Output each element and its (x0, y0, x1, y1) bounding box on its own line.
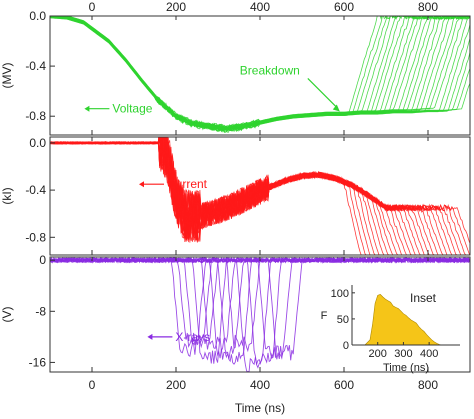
current-trace-25 (50, 137, 470, 243)
series-group-voltage (50, 16, 470, 134)
xray-trace-11 (50, 257, 470, 361)
annotations-current: Current (139, 177, 208, 191)
ytick-label-voltage-2: -0.8 (25, 109, 46, 123)
top-xtick-label-2: 400 (250, 0, 270, 14)
inset: 0 50 100 200 300 400 Inset F Time (ns) (316, 277, 468, 374)
inset-ytick-label-2: 100 (331, 288, 349, 300)
panel-voltage: 0.0 -0.4 -0.8 (MV) Voltage Breakdown (0, 9, 471, 136)
inset-xtick-label-1: 300 (394, 348, 412, 360)
ylabel-xrays: (V) (0, 307, 14, 323)
inset-xtick-label-2: 400 (420, 348, 438, 360)
inset-xtick-label-0: 200 (369, 348, 387, 360)
xtick-label-1: 200 (166, 378, 186, 392)
voltage-trace-19 (66, 16, 470, 131)
ytick-label-xrays-0: 0 (39, 253, 46, 267)
xtick-label-4: 800 (418, 378, 438, 392)
panel-current: 0.0 -0.4 -0.8 (kI) Current (0, 136, 471, 256)
xtick-label-2: 400 (250, 378, 270, 392)
ylabel-current: (kI) (0, 187, 14, 204)
annotation-arrowhead-current-0 (139, 181, 144, 188)
bottom-x-axis: 0 200 400 600 800 Time (ns) (89, 378, 439, 415)
inset-area (364, 294, 443, 346)
annotation-arrowhead-voltage-1 (332, 104, 340, 112)
ytick-label-voltage-0: 0.0 (29, 9, 46, 23)
top-xtick-label-0: 0 (89, 0, 96, 14)
ytick-label-current-2: -0.8 (25, 230, 46, 244)
ytick-label-current-1: -0.4 (25, 183, 46, 197)
annotation-current-0: Current (167, 177, 208, 191)
inset-ytick-label-1: 50 (337, 314, 349, 326)
annotation-voltage-0: Voltage (112, 102, 152, 116)
inset-title: Inset (410, 291, 437, 305)
xtick-label-3: 600 (334, 378, 354, 392)
inset-xlabel: Time (ns) (383, 362, 429, 374)
voltage-trace-25 (50, 16, 470, 131)
annotations-voltage: Voltage Breakdown (84, 63, 340, 116)
ytick-label-voltage-1: -0.4 (25, 59, 46, 73)
voltage-trace-22 (50, 17, 470, 133)
top-x-axis: 0 200 400 600 800 (89, 0, 439, 14)
inset-ytick-label-0: 0 (343, 340, 349, 352)
annotation-arrow-voltage-1 (307, 78, 339, 109)
x-axis-label: Time (ns) (235, 401, 285, 415)
annotation-arrowhead-voltage-0 (84, 105, 90, 112)
annotations-xrays: X-rays (147, 330, 210, 344)
panel-xrays: 0 -8 -16 (V) X-rays (0, 253, 471, 373)
ytick-label-xrays-2: -16 (29, 355, 47, 369)
top-xtick-label-3: 600 (334, 0, 354, 14)
annotation-xrays-0: X-rays (175, 330, 210, 344)
top-xtick-label-1: 200 (166, 0, 186, 14)
ylabel-voltage: (MV) (0, 63, 14, 89)
annotation-voltage-1: Breakdown (240, 63, 300, 77)
series-group-current (50, 137, 470, 255)
xtick-label-0: 0 (89, 378, 96, 392)
voltage-trace-16 (50, 16, 470, 131)
inset-ylabel: F (321, 310, 328, 322)
ytick-label-current-0: 0.0 (29, 136, 46, 150)
top-xtick-label-4: 800 (418, 0, 438, 14)
ytick-label-xrays-1: -8 (35, 304, 46, 318)
annotation-arrowhead-xrays-0 (147, 333, 153, 340)
